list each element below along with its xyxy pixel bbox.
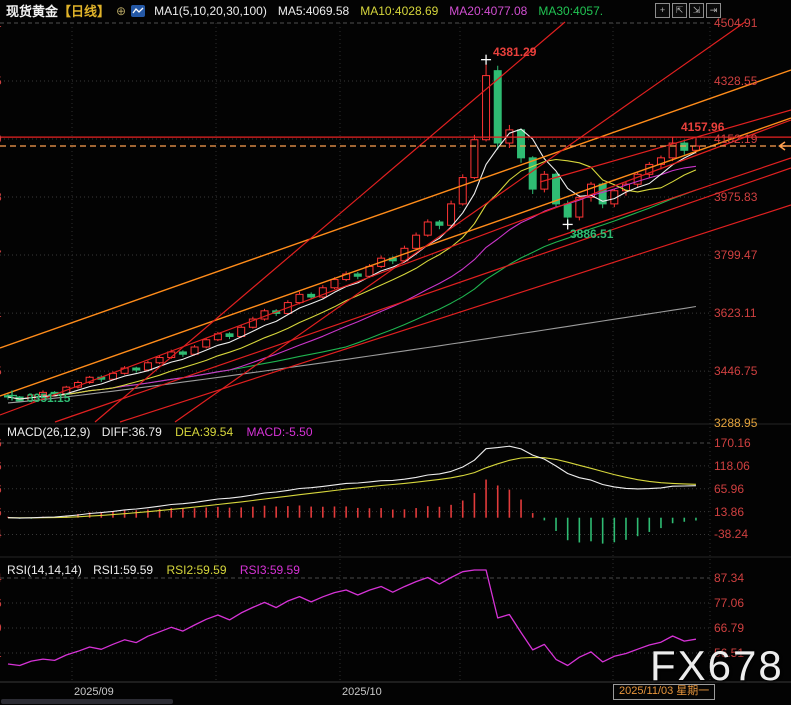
y-axis-label: 65.96 [714, 481, 745, 496]
trendlines-layer [0, 21, 791, 423]
ma-lines-layer [7, 128, 697, 404]
ma30-readout: MA30:4057. [538, 3, 604, 18]
alert-price-annotation: 4157.96 [681, 120, 725, 134]
clipped-axis-digit: 6 [0, 596, 5, 610]
clipped-axis-digit: 6 [0, 459, 5, 473]
current-date-box: 2025/11/03 星期一 [613, 684, 716, 700]
y-axis-label: 4152.19 [714, 132, 758, 147]
clipped-axis-digit: 3 [0, 190, 5, 204]
chart-toolbar: + ⇱ ⇲ ⇥ [655, 3, 721, 18]
macd-macd-readout: MACD:-5.50 [246, 425, 313, 439]
y-axis-label: 56.51 [714, 646, 745, 660]
y-axis-label: -38.24 [714, 527, 749, 542]
macd-dea-readout: DEA:39.54 [175, 425, 234, 439]
peak-price-annotation: 4381.29 [493, 45, 537, 59]
clipped-axis-digit: 9 [0, 132, 5, 146]
rsi-layer [7, 569, 697, 667]
scale-left-tool-icon[interactable]: ⇱ [672, 3, 687, 18]
last-price-arrow-icon [778, 141, 791, 151]
timeframe-label[interactable]: 【日线】 [58, 4, 111, 19]
rsi2-readout: RSI2:59.59 [166, 563, 227, 577]
y-axis-label: 4504.91 [714, 16, 758, 30]
clipped-axis-digit: 5 [0, 74, 5, 88]
annotation-marks-layer [7, 54, 573, 401]
macd-pane-label: MACD(26,12,9) DIFF:36.79 DEA:39.54 MACD:… [7, 425, 313, 439]
clipped-axis-digit: 6 [0, 436, 5, 450]
grid-layer [0, 22, 791, 683]
rsi1-readout: RSI1:59.59 [93, 563, 154, 577]
y-axis-label: 4328.55 [714, 74, 758, 88]
symbol-name: 现货黄金 [6, 4, 59, 19]
chart-header: 现货黄金 【日线】 ⊕ MA1(5,10,20,30,100) MA5:4069… [0, 0, 791, 21]
scale-right-tool-icon[interactable]: ⇲ [689, 3, 704, 18]
clipped-axis-digit: 4 [0, 571, 5, 585]
fx678-watermark: FX678 [650, 642, 784, 689]
y-axis-label: 3799.47 [714, 248, 758, 263]
macd-title: MACD(26,12,9) [7, 425, 91, 439]
clipped-axis-digit: 1 [0, 306, 5, 320]
candles-layer [4, 63, 700, 403]
rsi-title: RSI(14,14,14) [7, 563, 82, 577]
y-axis-label: 87.34 [714, 571, 745, 585]
rsi3-readout: RSI3:59.59 [239, 563, 300, 577]
x-axis-label-september: 2025/09 [74, 686, 114, 698]
y-axis-label: 3446.75 [714, 364, 758, 379]
macd-diff-readout: DIFF:36.79 [101, 425, 162, 439]
ma5-readout: MA5:4069.58 [277, 3, 350, 18]
expand-icon[interactable]: ⊕ [116, 3, 127, 18]
clipped-axis-digit: 7 [0, 248, 5, 262]
crosshair-tool-icon[interactable]: + [655, 3, 670, 18]
macd-layer [7, 445, 697, 544]
scrollbar-thumb[interactable] [1, 699, 173, 704]
y-axis-label: 77.06 [714, 596, 745, 610]
clipped-axis-digit: 4 [0, 527, 5, 541]
trough-price-annotation: 3886.51 [570, 227, 614, 241]
y-axis-label: 13.86 [714, 504, 745, 519]
detach-window-icon[interactable]: ⇥ [706, 3, 721, 18]
y-axis-label: 3288.95 [714, 416, 758, 430]
clipped-axis-digit: 9 [0, 621, 5, 635]
y-axis-label: 3975.83 [714, 190, 758, 205]
clipped-axis-digit: 1 [0, 646, 5, 660]
ma20-readout: MA20:4077.08 [449, 3, 528, 18]
y-axis-label: 3623.11 [714, 306, 757, 321]
y-axis-label: 66.79 [714, 620, 745, 635]
clipped-axis-digit: 1 [0, 16, 5, 30]
indicator-chart-icon[interactable] [131, 4, 146, 17]
clipped-axis-digit: 6 [0, 505, 5, 519]
ma-settings-label: MA1(5,10,20,30,100) [154, 3, 267, 18]
clipped-axis-digit: 5 [0, 364, 5, 378]
rsi-pane-label: RSI(14,14,14) RSI1:59.59 RSI2:59.59 RSI3… [7, 563, 300, 577]
x-axis-label-october: 2025/10 [342, 686, 382, 698]
y-axis-label: 170.16 [714, 436, 751, 450]
start-low-annotation: 3351.15 [27, 391, 71, 405]
y-axis-label: 118.06 [714, 458, 750, 473]
ma10-readout: MA10:4028.69 [360, 3, 439, 18]
clipped-axis-digit: 6 [0, 482, 5, 496]
